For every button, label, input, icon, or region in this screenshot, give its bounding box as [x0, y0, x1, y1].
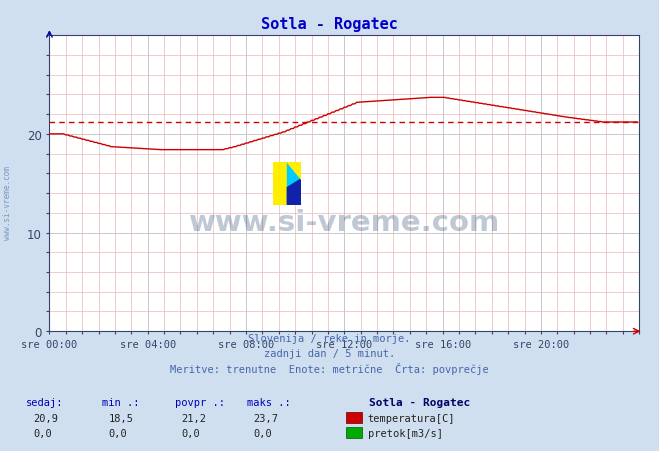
Text: Sotla - Rogatec: Sotla - Rogatec: [369, 397, 471, 407]
Text: 21,2: 21,2: [181, 413, 206, 423]
Text: 0,0: 0,0: [109, 428, 127, 438]
Text: 0,0: 0,0: [181, 428, 200, 438]
Bar: [287, 162, 301, 205]
Text: maks .:: maks .:: [247, 397, 291, 407]
Text: Sotla - Rogatec: Sotla - Rogatec: [261, 17, 398, 32]
Text: www.si-vreme.com: www.si-vreme.com: [3, 166, 13, 240]
Text: 0,0: 0,0: [33, 428, 51, 438]
Text: temperatura[C]: temperatura[C]: [368, 413, 455, 423]
Text: Slovenija / reke in morje.: Slovenija / reke in morje.: [248, 333, 411, 343]
Text: sedaj:: sedaj:: [26, 397, 64, 407]
Polygon shape: [287, 179, 301, 205]
Text: 18,5: 18,5: [109, 413, 134, 423]
Text: povpr .:: povpr .:: [175, 397, 225, 407]
Text: pretok[m3/s]: pretok[m3/s]: [368, 428, 443, 438]
Bar: [273, 162, 287, 205]
Text: zadnji dan / 5 minut.: zadnji dan / 5 minut.: [264, 348, 395, 358]
Text: Meritve: trenutne  Enote: metrične  Črta: povprečje: Meritve: trenutne Enote: metrične Črta: …: [170, 362, 489, 374]
Text: www.si-vreme.com: www.si-vreme.com: [188, 208, 500, 236]
Text: min .:: min .:: [102, 397, 140, 407]
Text: 0,0: 0,0: [254, 428, 272, 438]
Text: 20,9: 20,9: [33, 413, 58, 423]
Polygon shape: [287, 162, 301, 179]
Text: 23,7: 23,7: [254, 413, 279, 423]
